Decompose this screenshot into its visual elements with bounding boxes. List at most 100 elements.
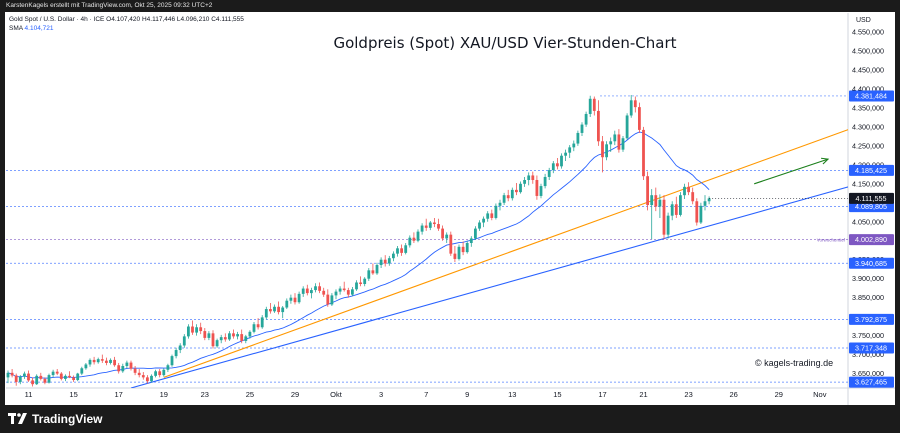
candle-body [699, 205, 703, 223]
candle-body [707, 198, 711, 202]
candle-body [252, 324, 256, 332]
sma-value: 4.104,721 [24, 25, 54, 32]
candle-body [551, 163, 555, 171]
candle-body [633, 100, 637, 108]
candle-body [105, 360, 108, 363]
candle-body [535, 180, 539, 196]
level-label: 4.002,890 [855, 235, 887, 244]
y-tick-label: 4.500,000 [852, 46, 884, 55]
candle-body [31, 380, 34, 385]
candle-body [576, 132, 580, 144]
candle-body [670, 204, 674, 216]
candle-body [420, 225, 424, 232]
level-label-box [849, 234, 894, 246]
candle-body [502, 195, 506, 203]
candle-body [392, 253, 395, 259]
candle-body [174, 350, 178, 357]
trendline-orange-support [163, 129, 848, 378]
candle-body [691, 192, 695, 202]
candle-body [84, 364, 88, 369]
candle-body [453, 253, 457, 259]
candle-body [223, 337, 227, 340]
y-tick-label: 4.200,000 [852, 160, 884, 169]
candle-body [519, 183, 522, 193]
candle-body [154, 371, 157, 376]
candle-body [355, 282, 358, 290]
candle-body [55, 371, 59, 374]
candle-body [662, 199, 666, 235]
watermark: © kagels-trading.de [755, 358, 834, 368]
candle-body [510, 189, 514, 199]
candle-body [687, 186, 690, 193]
candle-body [580, 124, 584, 133]
x-tick-label: 15 [69, 390, 77, 399]
candle-body [592, 98, 596, 111]
candle-body [613, 134, 617, 142]
tradingview-logo-icon [8, 413, 27, 424]
candle-body [264, 309, 268, 318]
tradingview-brand: TradingView [32, 412, 103, 426]
y-tick-label: 4.400,000 [852, 84, 884, 93]
x-tick-label: 23 [201, 390, 209, 399]
candle-body [449, 234, 453, 254]
candle-body [396, 248, 399, 254]
candle-body [674, 204, 678, 215]
candle-body [490, 213, 494, 218]
candle-body [441, 228, 444, 239]
chart-area[interactable] [5, 12, 895, 405]
candle-body [158, 371, 162, 376]
candle-body [412, 237, 416, 241]
candle-body [584, 113, 588, 125]
candle-body [256, 324, 260, 328]
level-label: 3.792,875 [855, 315, 887, 324]
trendline-blue-support [130, 186, 848, 388]
candle-body [289, 297, 293, 301]
candle-body [64, 375, 67, 379]
candle-body [23, 373, 26, 377]
tradingview-footer[interactable]: TradingView [8, 411, 102, 427]
candle-body [465, 243, 469, 253]
candle-body [215, 340, 219, 347]
candle-body [27, 373, 30, 381]
candle-body [117, 365, 121, 372]
candle-body [137, 372, 141, 376]
candle-body [556, 163, 559, 167]
candle-body [14, 375, 18, 382]
candle-body [564, 152, 567, 156]
candle-body [416, 231, 420, 241]
candle-body [146, 377, 149, 382]
candle-body [474, 228, 477, 239]
candle-body [232, 333, 235, 337]
candle-body [293, 297, 297, 303]
x-tick-label: 17 [598, 390, 606, 399]
candle-body [515, 189, 518, 193]
x-tick-label: 13 [508, 390, 516, 399]
candle-body [650, 195, 654, 206]
candle-body [629, 100, 633, 116]
candle-body [96, 359, 100, 363]
candle-body [182, 336, 186, 346]
candle-body [305, 288, 309, 294]
candle-body [367, 270, 371, 279]
level-label: 3.627,465 [855, 378, 887, 387]
y-tick-label: 4.350,000 [852, 103, 884, 112]
candle-body [211, 333, 215, 347]
level-label: 4.381,484 [855, 92, 887, 101]
candle-body [383, 259, 387, 264]
last-price-box [849, 192, 894, 204]
candle-body [617, 134, 621, 150]
candle-body [359, 282, 362, 285]
candle-body [285, 300, 289, 308]
candle-body [297, 293, 301, 303]
y-tick-label: 4.250,000 [852, 141, 884, 150]
level-label: 3.717,348 [855, 344, 887, 353]
candle-body [318, 286, 321, 291]
candle-body [301, 288, 305, 294]
candle-body [236, 334, 239, 337]
candle-body [203, 331, 207, 338]
candle-body [371, 270, 375, 274]
y-tick-label: 3.650,000 [852, 369, 884, 378]
candle-body [310, 290, 313, 294]
candle-body [486, 213, 490, 219]
